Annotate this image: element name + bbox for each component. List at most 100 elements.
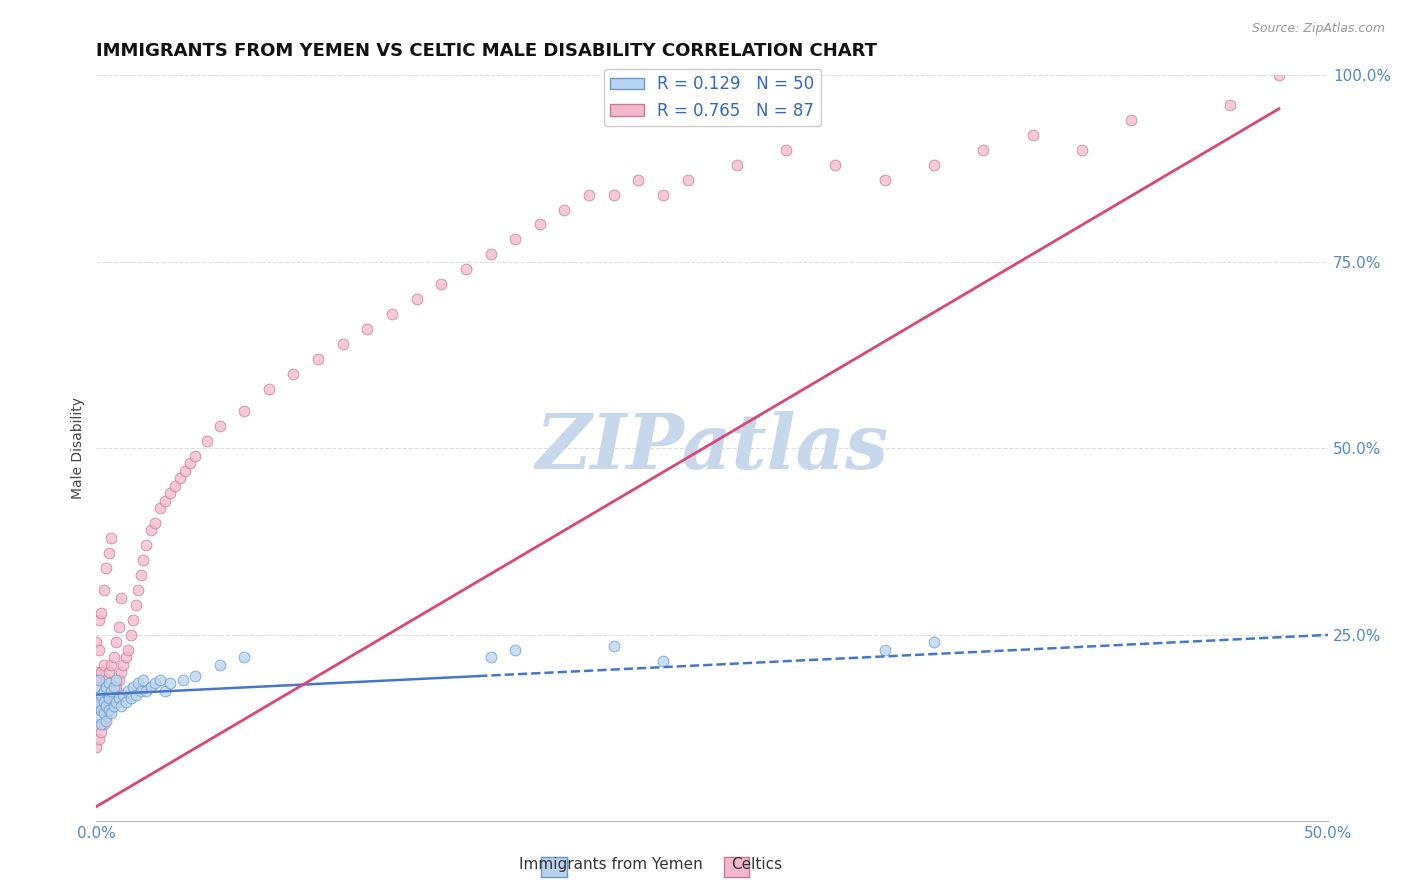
Point xyxy=(122,613,145,627)
Point xyxy=(208,419,231,434)
Point xyxy=(90,695,112,709)
Point xyxy=(105,635,128,649)
Point xyxy=(135,684,157,698)
Point xyxy=(479,247,502,261)
Point xyxy=(1268,68,1291,82)
Point xyxy=(873,172,896,186)
Point xyxy=(120,628,142,642)
Point xyxy=(159,676,181,690)
Point xyxy=(105,680,128,694)
Point xyxy=(307,351,329,366)
Point xyxy=(159,486,181,500)
Point xyxy=(129,684,152,698)
Point xyxy=(139,524,162,538)
Point xyxy=(529,218,551,232)
Point xyxy=(90,725,112,739)
Point xyxy=(87,673,110,687)
Point xyxy=(86,635,108,649)
Point xyxy=(503,232,526,246)
Point xyxy=(103,650,125,665)
Point xyxy=(155,493,177,508)
Point xyxy=(174,464,197,478)
Point xyxy=(96,698,118,713)
Point xyxy=(135,538,157,552)
Point xyxy=(103,680,125,694)
Point xyxy=(93,717,115,731)
Point xyxy=(139,680,162,694)
Point xyxy=(100,706,122,721)
Point xyxy=(105,673,128,687)
Point xyxy=(179,456,201,470)
Point xyxy=(110,665,132,680)
Point xyxy=(107,691,129,706)
Point xyxy=(184,449,207,463)
Point xyxy=(87,695,110,709)
Point xyxy=(97,665,120,680)
Point xyxy=(145,516,167,530)
Point xyxy=(725,158,748,172)
Point xyxy=(922,158,945,172)
Point xyxy=(1219,98,1241,112)
Point xyxy=(652,654,675,668)
Y-axis label: Male Disability: Male Disability xyxy=(72,397,86,500)
Point xyxy=(145,676,167,690)
Point xyxy=(112,688,135,702)
Point xyxy=(676,172,699,186)
Point xyxy=(972,143,994,157)
Point xyxy=(257,382,280,396)
Point xyxy=(107,620,129,634)
Point xyxy=(87,702,110,716)
Point xyxy=(115,695,138,709)
Point xyxy=(602,639,624,653)
Point xyxy=(127,583,149,598)
Point xyxy=(479,650,502,665)
Point xyxy=(149,673,172,687)
Point xyxy=(120,691,142,706)
Point xyxy=(100,684,122,698)
Point xyxy=(356,322,378,336)
Point xyxy=(96,673,118,687)
Legend: R = 0.129   N = 50, R = 0.765   N = 87: R = 0.129 N = 50, R = 0.765 N = 87 xyxy=(603,69,821,127)
Point xyxy=(87,710,110,724)
Point xyxy=(97,676,120,690)
Point xyxy=(627,172,650,186)
Text: Immigrants from Yemen: Immigrants from Yemen xyxy=(519,857,703,872)
Point xyxy=(93,657,115,672)
Point xyxy=(125,598,148,612)
Point xyxy=(127,676,149,690)
Point xyxy=(87,673,110,687)
Point xyxy=(90,717,112,731)
Point xyxy=(86,717,108,731)
Point xyxy=(87,642,110,657)
Point xyxy=(165,478,187,492)
Point xyxy=(93,684,115,698)
Point xyxy=(578,187,600,202)
Point xyxy=(169,471,191,485)
Point xyxy=(107,673,129,687)
Point xyxy=(110,698,132,713)
Point xyxy=(96,714,118,728)
Point xyxy=(873,642,896,657)
Text: IMMIGRANTS FROM YEMEN VS CELTIC MALE DISABILITY CORRELATION CHART: IMMIGRANTS FROM YEMEN VS CELTIC MALE DIS… xyxy=(97,42,877,60)
Point xyxy=(112,657,135,672)
Point xyxy=(602,187,624,202)
Point xyxy=(1070,143,1092,157)
Point xyxy=(93,583,115,598)
Point xyxy=(103,688,125,702)
Point xyxy=(129,568,152,582)
Point xyxy=(824,158,846,172)
Point xyxy=(405,292,427,306)
Point xyxy=(430,277,453,292)
Point xyxy=(132,553,155,567)
Point xyxy=(208,657,231,672)
Point xyxy=(1021,128,1043,142)
Point xyxy=(283,367,305,381)
Point xyxy=(922,635,945,649)
Point xyxy=(86,698,108,713)
Point xyxy=(117,684,139,698)
Point xyxy=(93,688,115,702)
Point xyxy=(454,262,477,277)
Point xyxy=(100,695,122,709)
Text: Source: ZipAtlas.com: Source: ZipAtlas.com xyxy=(1251,22,1385,36)
Point xyxy=(90,606,112,620)
